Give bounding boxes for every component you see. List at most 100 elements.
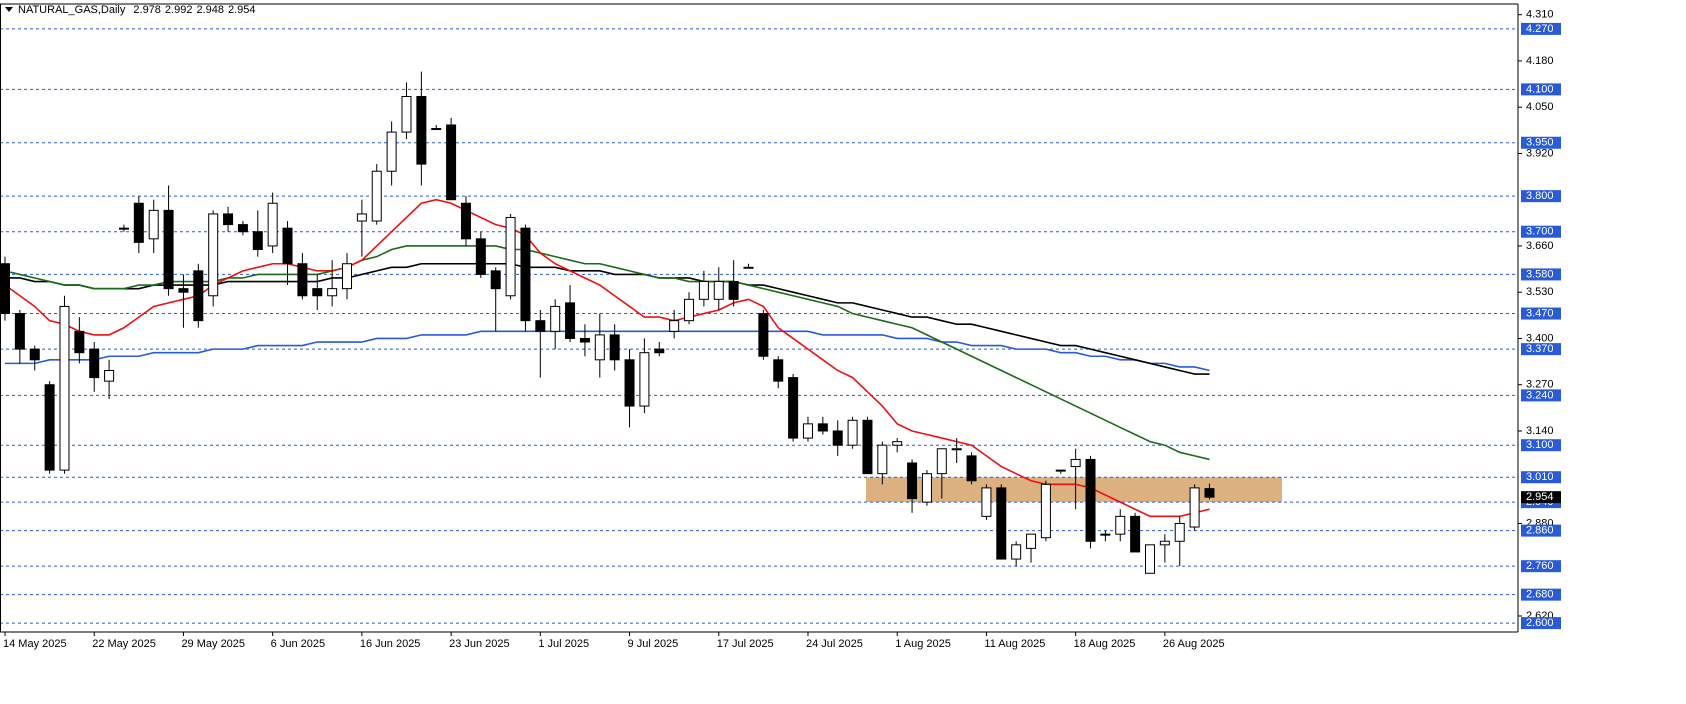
candle-body — [297, 263, 308, 297]
moving-average — [4, 245, 1210, 461]
x-tick-label: 6 Jun 2025 — [271, 638, 325, 650]
level-label: 2.860 — [1526, 525, 1554, 537]
candle-body — [609, 334, 620, 361]
candle-body — [684, 298, 695, 322]
price-label: 2.954 — [1526, 491, 1554, 503]
candle-body — [594, 334, 605, 361]
candle-body — [713, 281, 724, 300]
candle-body — [743, 266, 754, 269]
candle-body — [14, 313, 25, 350]
level-label-box — [1521, 268, 1561, 281]
candle-body — [966, 455, 977, 482]
header-high: 2.992 — [165, 4, 193, 16]
level-label: 3.010 — [1526, 471, 1554, 483]
candle-body — [847, 419, 858, 446]
header-low: 2.948 — [196, 4, 224, 16]
candle-body — [773, 359, 784, 382]
candle-body — [356, 213, 367, 222]
candle-body — [59, 305, 70, 471]
level-label-box — [1521, 343, 1561, 356]
plot-area — [0, 28, 1518, 624]
candle-body — [475, 238, 486, 275]
candle-body — [936, 448, 947, 475]
x-tick-label: 1 Aug 2025 — [895, 638, 951, 650]
candle-body — [252, 231, 263, 251]
candle-body — [1115, 515, 1126, 535]
candle-body — [565, 302, 576, 339]
candle-body — [1055, 469, 1066, 472]
moving-average — [5, 330, 1210, 372]
candle-body — [550, 305, 561, 332]
candle-body — [579, 337, 590, 343]
level-label-box — [1521, 22, 1561, 35]
level-label-box — [1521, 524, 1561, 537]
candle-body — [1189, 487, 1200, 528]
candle-body — [520, 227, 531, 322]
y-tick-label: 4.310 — [1526, 9, 1554, 21]
candle-body — [788, 377, 799, 439]
candle-body — [921, 473, 932, 503]
x-tick-label: 1 Jul 2025 — [538, 638, 589, 650]
candle-body — [193, 270, 204, 322]
x-tick-label: 18 Aug 2025 — [1074, 638, 1136, 650]
x-tick-label: 22 May 2025 — [92, 638, 156, 650]
candle-body — [208, 213, 219, 297]
candle-body — [327, 288, 338, 297]
level-label: 2.600 — [1526, 617, 1554, 629]
candle-body — [342, 263, 353, 290]
candle-body — [907, 462, 918, 500]
candle-body — [89, 348, 100, 379]
candle-body — [416, 96, 427, 165]
candle-body — [74, 330, 85, 354]
x-tick-label: 11 Aug 2025 — [984, 638, 1045, 650]
candle-body — [1040, 483, 1051, 539]
candle-body — [178, 288, 189, 293]
candle-body — [877, 444, 888, 475]
y-tick-label: 3.400 — [1526, 332, 1554, 344]
candle-body — [1026, 533, 1037, 549]
x-tick-label: 9 Jul 2025 — [628, 638, 679, 650]
candle-body — [267, 202, 278, 247]
level-label: 3.370 — [1526, 343, 1554, 355]
candle-body — [460, 202, 471, 240]
level-label: 3.950 — [1526, 137, 1554, 149]
candle-body — [1174, 522, 1185, 542]
candle-body — [1130, 515, 1141, 553]
y-tick-label: 4.050 — [1526, 101, 1554, 113]
candle-body — [223, 213, 234, 226]
level-label-box — [1521, 83, 1561, 96]
y-tick-label: 4.180 — [1526, 55, 1554, 67]
candle-body — [505, 216, 516, 297]
level-label-box — [1521, 190, 1561, 203]
y-tick-label: 3.140 — [1526, 425, 1554, 437]
candle-body — [386, 131, 397, 172]
y-tick-label: 3.660 — [1526, 240, 1554, 252]
candle-body — [624, 359, 635, 407]
candle-body — [163, 209, 174, 290]
level-label-box — [1521, 389, 1561, 402]
level-label-box — [1521, 439, 1561, 452]
level-label-box — [1521, 588, 1561, 601]
candle-body — [431, 128, 442, 131]
level-label-box — [1521, 307, 1561, 320]
level-label: 3.100 — [1526, 439, 1554, 451]
candle-body — [862, 419, 873, 475]
level-label: 3.470 — [1526, 307, 1554, 319]
candle-body — [639, 352, 650, 407]
x-tick-label: 17 Jul 2025 — [717, 638, 774, 650]
candle-body — [44, 384, 55, 471]
header-close: 2.954 — [228, 4, 256, 16]
candle-body — [817, 423, 828, 432]
y-tick-label: 3.920 — [1526, 147, 1554, 159]
candle-body — [996, 487, 1007, 560]
menu-arrow[interactable] — [5, 7, 13, 12]
candle-body — [133, 202, 144, 243]
candle-body — [535, 320, 546, 332]
candle-body — [104, 369, 115, 382]
x-tick-label: 14 May 2025 — [3, 638, 67, 650]
price-label-box — [1521, 491, 1561, 504]
level-label-box — [1521, 225, 1561, 238]
moving-average — [4, 198, 1210, 518]
